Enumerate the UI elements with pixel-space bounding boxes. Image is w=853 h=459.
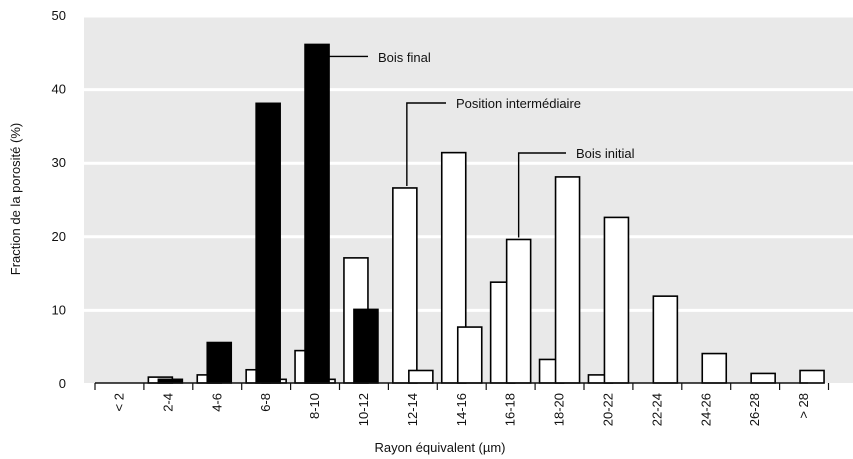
bar (701, 352, 728, 384)
x-tick-label: < 2 (111, 393, 126, 411)
x-tick-label: 22-24 (649, 393, 664, 426)
y-axis-label: Fraction de la porosité (%) (8, 123, 23, 275)
x-tick-labels: < 2 2-4 4-6 6-8 8-10 10-12 12-14 14-16 16-18 18-2… (111, 393, 811, 426)
y-tick-label: 0 (59, 376, 66, 391)
x-axis-label: Rayon équivalent (µm) (374, 440, 505, 455)
x-tick-label: 18-20 (552, 393, 567, 426)
x-tick-label: 16-18 (503, 393, 518, 426)
annotation-label: Bois final (378, 50, 431, 65)
y-tick-label: 30 (52, 155, 66, 170)
plot-background (84, 15, 853, 383)
bar (750, 372, 776, 384)
bar (554, 176, 581, 384)
bar (408, 369, 434, 384)
bar (652, 295, 679, 384)
y-tick-label: 10 (52, 302, 66, 317)
annotation-label: Position intermédiaire (456, 96, 581, 111)
x-tick-label: 6-8 (258, 393, 273, 412)
x-tick-label: 10-12 (356, 393, 371, 426)
y-tick-label: 50 (52, 8, 66, 23)
y-tick-label: 20 (52, 229, 66, 244)
x-tick-label: 8-10 (307, 393, 322, 419)
y-tick-label: 40 (52, 82, 66, 97)
x-tick-label: 4-6 (209, 393, 224, 412)
annotation-label: Bois initial (576, 146, 635, 161)
y-tick-labels: 0 10 20 30 40 50 (52, 8, 66, 391)
annotation-leader (517, 152, 566, 238)
bar (456, 326, 483, 384)
bar (505, 238, 532, 384)
bar (304, 43, 330, 384)
grid (84, 14, 853, 312)
bar (353, 308, 379, 384)
annotation-leader (406, 102, 446, 186)
x-tick-label: 2-4 (160, 393, 175, 412)
x-tick-label: > 28 (796, 393, 811, 419)
x-tick-label: 26-28 (747, 393, 762, 426)
bar (392, 187, 418, 384)
x-tick-label: 20-22 (600, 393, 615, 426)
x-tick-label: 12-14 (405, 393, 420, 426)
x-tick-label: 24-26 (698, 393, 713, 426)
bar (799, 369, 825, 384)
x-tick-label: 14-16 (454, 393, 469, 426)
bar (206, 341, 233, 384)
annotations: Bois final Position intermédiaire Bois ini… (329, 50, 635, 238)
bar (603, 216, 630, 384)
bar (255, 102, 281, 384)
axes (94, 382, 830, 390)
